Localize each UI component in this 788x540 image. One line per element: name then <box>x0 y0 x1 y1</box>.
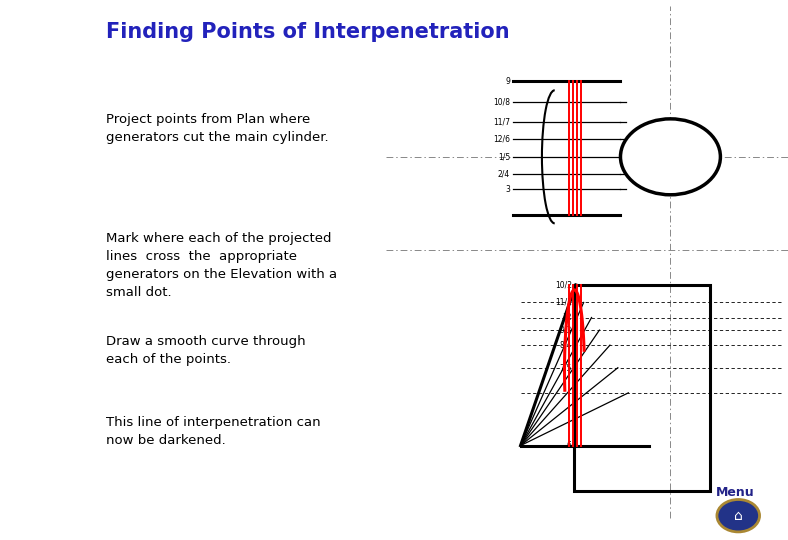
Text: 7/5: 7/5 <box>559 363 572 372</box>
Text: 10/2: 10/2 <box>555 280 572 289</box>
Text: 1/5: 1/5 <box>498 152 510 161</box>
Circle shape <box>620 119 720 195</box>
Text: Project points from Plan where
generators cut the main cylinder.: Project points from Plan where generator… <box>106 113 329 144</box>
Circle shape <box>719 501 758 531</box>
Text: Finding Points of Interpenetration: Finding Points of Interpenetration <box>106 22 509 42</box>
Text: Draw a smooth curve through
each of the points.: Draw a smooth curve through each of the … <box>106 335 305 366</box>
Text: 11/1: 11/1 <box>555 298 572 307</box>
Text: This line of interpenetration can
now be darkened.: This line of interpenetration can now be… <box>106 416 320 447</box>
Text: 12: 12 <box>563 313 572 322</box>
Text: Mark where each of the projected
lines  cross  the  appropriate
generators on th: Mark where each of the projected lines c… <box>106 232 336 299</box>
Circle shape <box>9 0 68 254</box>
Text: ⌂: ⌂ <box>734 509 742 523</box>
Text: Menu: Menu <box>716 487 754 500</box>
Text: 9: 9 <box>505 77 510 86</box>
Text: 10/8: 10/8 <box>493 97 510 106</box>
Text: Interpenetration: Interpenetration <box>32 233 45 350</box>
Text: 9/3: 9/3 <box>559 326 572 335</box>
Text: 6: 6 <box>567 441 572 450</box>
Text: 8/4: 8/4 <box>559 341 572 349</box>
Text: 11/7: 11/7 <box>493 117 510 126</box>
Text: 12/6: 12/6 <box>493 135 510 144</box>
Text: 2/4: 2/4 <box>498 170 510 179</box>
Text: 3: 3 <box>505 185 510 194</box>
